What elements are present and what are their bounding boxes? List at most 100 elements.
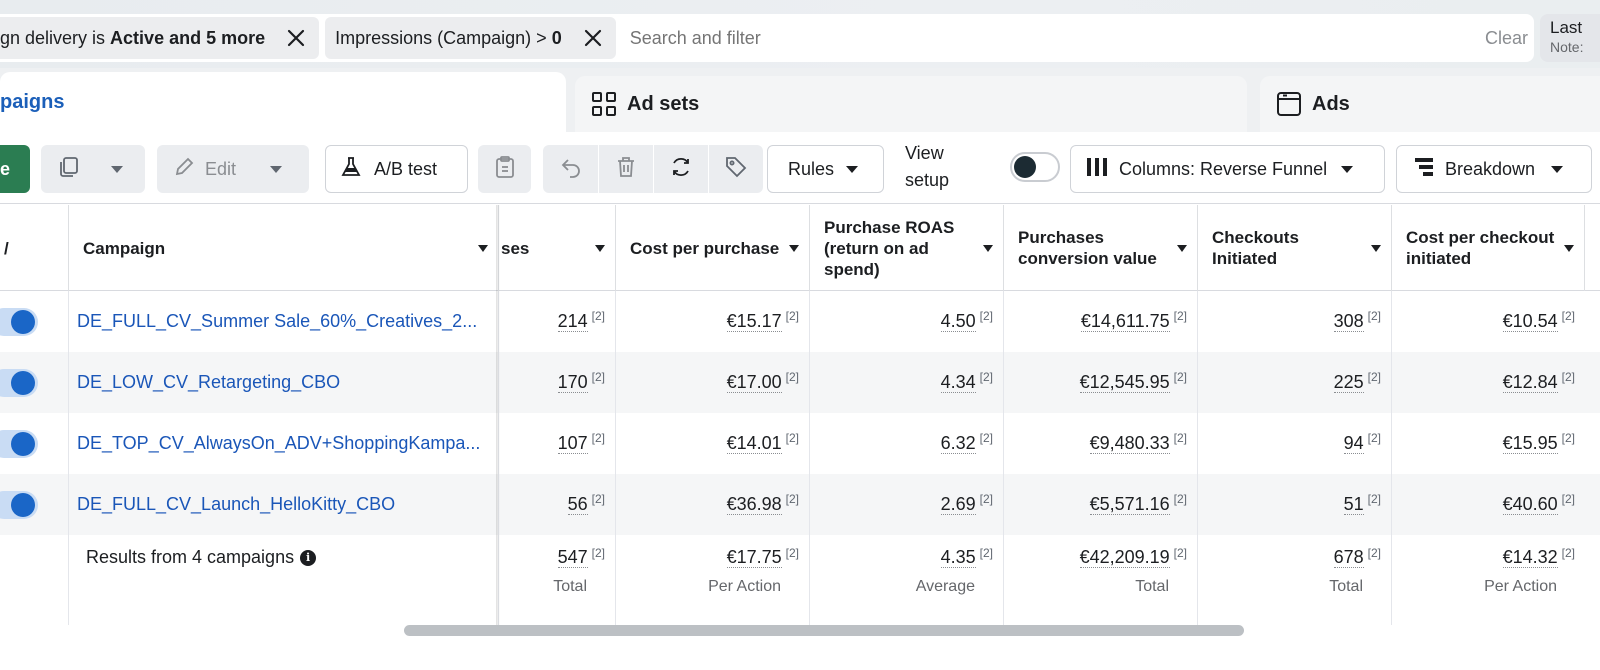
summary-metric-value[interactable]: €14.32 — [1502, 547, 1558, 568]
metric-cell: 225 [2] — [1197, 352, 1391, 413]
close-icon[interactable] — [283, 25, 309, 51]
sort-caret-icon[interactable] — [595, 245, 605, 252]
metric-value[interactable]: €15.17 — [726, 311, 782, 332]
tab-campaigns[interactable]: paigns — [0, 72, 566, 132]
metric-value[interactable]: 6.32 — [940, 433, 976, 454]
metric-value[interactable]: €15.95 — [1502, 433, 1558, 454]
campaign-name-link[interactable]: DE_LOW_CV_Retargeting_CBO — [68, 352, 498, 413]
sort-caret-icon[interactable] — [983, 245, 993, 252]
filter-chip-impressions[interactable]: Impressions (Campaign) > 0 — [325, 17, 616, 59]
tab-ads[interactable]: Ads — [1260, 76, 1600, 132]
campaign-name-link[interactable]: DE_FULL_CV_Summer Sale_60%_Creatives_2..… — [68, 291, 498, 352]
metric-cell: €15.95 [2] — [1391, 413, 1585, 474]
column-header-cost-per-checkout[interactable]: Cost per checkout initiated — [1391, 205, 1585, 291]
metric-value[interactable]: 4.34 — [940, 372, 976, 393]
metric-value[interactable]: €12,545.95 — [1079, 372, 1170, 393]
tab-label: Ad sets — [627, 92, 700, 115]
undo-button[interactable] — [543, 145, 598, 193]
metric-value[interactable]: €17.00 — [726, 372, 782, 393]
metric-value[interactable]: €36.98 — [726, 494, 782, 515]
metric-value[interactable]: €5,571.16 — [1089, 494, 1170, 515]
summary-metric-value[interactable]: €42,209.19 — [1079, 547, 1170, 568]
metric-value[interactable]: €14,611.75 — [1080, 311, 1170, 332]
column-header-campaign[interactable]: Campaign — [68, 205, 498, 291]
sort-caret-icon[interactable] — [1564, 245, 1574, 252]
clipboard-button[interactable] — [478, 145, 531, 193]
column-header-label: ses — [501, 238, 530, 258]
metric-value[interactable]: 225 — [1333, 372, 1364, 393]
delete-button[interactable] — [598, 145, 653, 193]
campaign-on-off-toggle[interactable] — [0, 369, 38, 397]
rules-button[interactable]: Rules — [767, 145, 884, 193]
footnote-marker: [2] — [785, 491, 799, 506]
horizontal-scrollbar[interactable] — [404, 625, 1244, 636]
summary-metric-value[interactable]: €17.75 — [726, 547, 782, 568]
metric-value[interactable]: 56 — [567, 494, 588, 515]
summary-metric-value[interactable]: 678 — [1333, 547, 1364, 568]
clear-filters-button[interactable]: Clear — [1484, 27, 1528, 48]
metric-cell: 308 [2] — [1197, 291, 1391, 352]
ab-test-button[interactable]: A/B test — [325, 145, 468, 193]
date-range-picker[interactable]: Last Note: — [1540, 14, 1600, 62]
table-row[interactable]: DE_LOW_CV_Retargeting_CBO 170 [2] €17.00 [2]… — [0, 352, 1600, 413]
column-header-purchase-roas[interactable]: Purchase ROAS (return on ad spend) — [809, 205, 1003, 291]
table-row[interactable]: DE_FULL_CV_Summer Sale_60%_Creatives_2..… — [0, 291, 1600, 352]
filter-chip-delivery[interactable]: gn delivery is Active and 5 more — [0, 17, 320, 59]
campaign-on-off-toggle[interactable] — [0, 491, 38, 519]
sort-caret-icon[interactable] — [1177, 245, 1187, 252]
tab-ad-sets[interactable]: Ad sets — [575, 76, 1247, 132]
summary-cell: €42,209.19 [2] Total — [1003, 535, 1197, 625]
campaign-name-link[interactable]: DE_TOP_CV_AlwaysOn_ADV+ShoppingKampa... — [68, 413, 498, 474]
metric-value[interactable]: €10.54 — [1502, 311, 1558, 332]
metric-value[interactable]: 94 — [1343, 433, 1364, 454]
filter-bar: gn delivery is Active and 5 more Impress… — [0, 14, 1534, 62]
column-header-cost-per-purchase[interactable]: Cost per purchase — [615, 205, 809, 291]
metric-value[interactable]: €9,480.33 — [1089, 433, 1170, 454]
campaign-on-off-toggle[interactable] — [0, 430, 38, 458]
sort-caret-icon[interactable] — [1371, 245, 1381, 252]
breakdown-button[interactable]: Breakdown — [1396, 145, 1592, 193]
metric-value[interactable]: 107 — [557, 433, 588, 454]
campaigns-table: / Campaign ses Cost per purchase Purchas… — [0, 205, 1600, 625]
metric-value[interactable]: 214 — [557, 311, 588, 332]
metric-value[interactable]: 51 — [1343, 494, 1364, 515]
campaign-on-off-toggle[interactable] — [0, 308, 38, 336]
chevron-down-icon — [111, 165, 123, 173]
tag-button[interactable] — [708, 145, 763, 193]
close-icon[interactable] — [580, 25, 606, 51]
edit-button[interactable]: Edit — [157, 145, 309, 193]
footnote-marker: [2] — [591, 308, 605, 323]
metric-cell: €17.00 [2] — [615, 352, 809, 413]
metric-value[interactable]: 170 — [557, 372, 588, 393]
metric-value[interactable]: 2.69 — [940, 494, 976, 515]
metric-value[interactable]: €12.84 — [1502, 372, 1558, 393]
table-row[interactable]: DE_TOP_CV_AlwaysOn_ADV+ShoppingKampa... 1… — [0, 413, 1600, 474]
columns-label: Columns: Reverse Funnel — [1119, 158, 1328, 179]
column-header-toggle: / — [0, 205, 68, 291]
metric-value[interactable]: €40.60 — [1502, 494, 1558, 515]
create-button-label: e — [0, 158, 11, 179]
column-header-conversion-value[interactable]: Purchases conversion value — [1003, 205, 1197, 291]
metric-value[interactable]: 4.50 — [940, 311, 976, 332]
sort-caret-icon[interactable] — [789, 245, 799, 252]
info-icon[interactable]: i — [300, 549, 317, 566]
campaign-name-link[interactable]: DE_FULL_CV_Launch_HelloKitty_CBO — [68, 474, 498, 535]
view-setup-toggle[interactable] — [1010, 152, 1060, 182]
column-header-purchases[interactable]: ses — [498, 205, 615, 291]
summary-metric-value[interactable]: 547 — [557, 547, 588, 568]
column-header-checkouts-initiated[interactable]: Checkouts Initiated — [1197, 205, 1391, 291]
summary-metric-value[interactable]: 4.35 — [940, 547, 976, 568]
create-button[interactable]: e — [0, 145, 30, 193]
table-row[interactable]: DE_FULL_CV_Launch_HelloKitty_CBO 56 [2] €36… — [0, 474, 1600, 535]
flask-icon — [340, 156, 362, 183]
metric-value[interactable]: 308 — [1333, 311, 1364, 332]
columns-button[interactable]: Columns: Reverse Funnel — [1070, 145, 1385, 193]
search-filter-input[interactable] — [615, 27, 1485, 49]
ab-test-label: A/B test — [374, 158, 438, 179]
duplicate-button[interactable] — [41, 145, 145, 193]
export-button[interactable] — [653, 145, 708, 193]
filter-chip-value: 0 — [551, 27, 562, 48]
metric-value[interactable]: €14.01 — [726, 433, 782, 454]
column-header-label: / — [4, 238, 9, 258]
sort-caret-icon[interactable] — [478, 245, 488, 252]
